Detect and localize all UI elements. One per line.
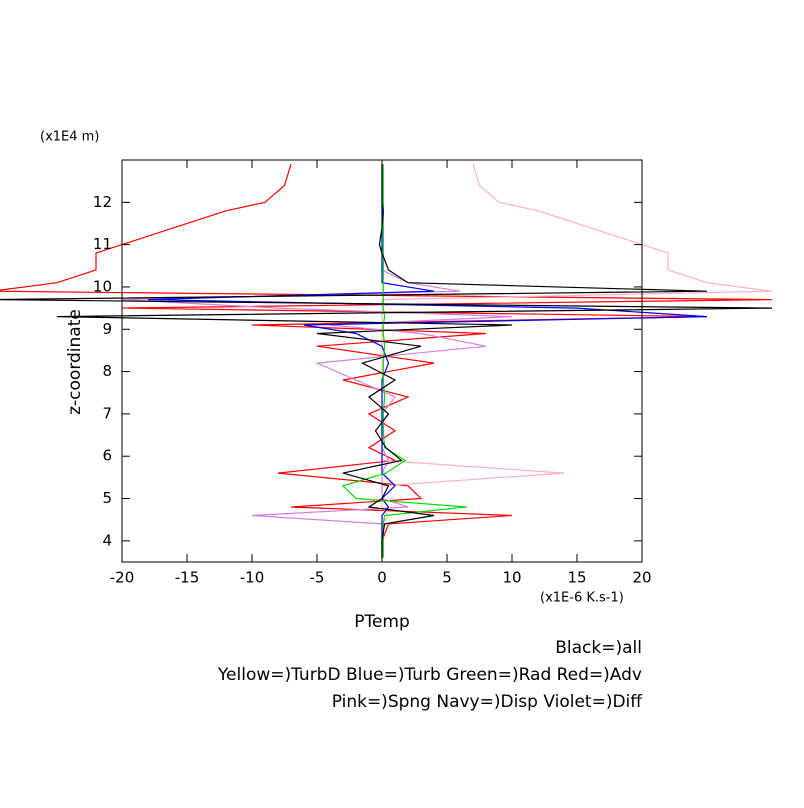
- y-tick-label: 8: [102, 362, 112, 380]
- y-tick-label: 12: [93, 193, 112, 211]
- legend: Black=)all Yellow=)TurbD Blue=)Turb Green…: [217, 638, 643, 712]
- profile-line: [341, 164, 467, 558]
- profile-line: [147, 164, 708, 558]
- x-unit-label: (x1E-6 K.s-1): [540, 591, 624, 606]
- y-tick-label: 4: [102, 531, 112, 549]
- x-tick-label: 5: [442, 569, 452, 587]
- y-tick-label: 9: [102, 320, 112, 338]
- x-tick-label: 10: [502, 569, 521, 587]
- profile-line: [121, 164, 513, 558]
- profile-line: [381, 164, 773, 558]
- x-axis-label: PTemp: [354, 612, 410, 632]
- y-tick-label: 5: [102, 489, 112, 507]
- y-tick-label: 10: [93, 277, 112, 295]
- plot: [0, 164, 773, 558]
- x-tick-label: 20: [632, 569, 651, 587]
- x-tick-label: -5: [310, 569, 325, 587]
- profile-line: [0, 164, 773, 558]
- legend-text: Black=)all: [555, 638, 642, 658]
- x-tick-label: 0: [377, 569, 387, 587]
- y-tick-label: 11: [93, 235, 112, 253]
- y-unit-label: (x1E4 m): [40, 130, 99, 145]
- y-tick-label: 6: [102, 447, 112, 465]
- x-tick-label: -15: [175, 569, 200, 587]
- y-tick-label: 7: [102, 404, 112, 422]
- x-tick-label: 15: [567, 569, 586, 587]
- x-tick-label: -20: [110, 569, 135, 587]
- y-axis-label: z-coordinate: [65, 309, 85, 415]
- profile-line: [0, 164, 773, 558]
- x-tick-label: -10: [240, 569, 265, 587]
- legend-text: Pink=)Spng Navy=)Disp Violet=)Diff: [332, 692, 644, 712]
- legend-text: Yellow=)TurbD Blue=)Turb Green=)Rad Red=…: [217, 665, 642, 685]
